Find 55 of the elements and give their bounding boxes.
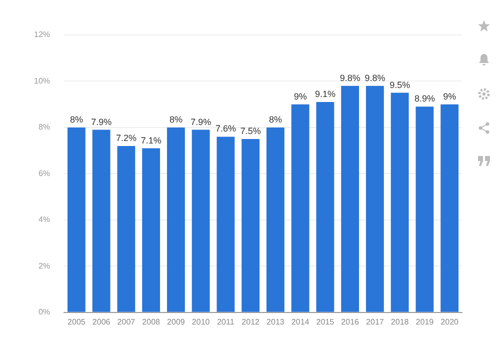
data-label: 7.6%: [215, 124, 236, 134]
x-tick-label: 2020: [440, 317, 460, 326]
bar: [416, 106, 434, 312]
x-tick-label: 2014: [291, 317, 310, 326]
data-label: 9%: [443, 91, 456, 102]
bar: [67, 127, 86, 312]
data-label: 8%: [70, 114, 83, 124]
bar: [142, 148, 160, 312]
bar: [216, 136, 235, 312]
bar: [341, 86, 360, 312]
data-label: 7.1%: [140, 135, 162, 146]
data-label: 7.2%: [116, 132, 136, 143]
data-label: 7.9%: [91, 116, 112, 127]
y-tick-label: 12%: [34, 30, 50, 40]
bar: [166, 127, 185, 312]
bar: [316, 102, 334, 312]
bar: [366, 86, 384, 312]
bar: [440, 104, 459, 312]
x-tick-label: 2007: [117, 317, 136, 326]
y-tick-label: 10%: [34, 76, 50, 86]
data-label: 9%: [294, 91, 307, 102]
x-tick-label: 2015: [316, 317, 335, 326]
data-label: 9.1%: [314, 89, 336, 100]
x-tick-label: 2010: [192, 317, 210, 326]
bar: [92, 130, 110, 312]
x-tick-label: 2017: [366, 317, 384, 326]
data-label: 9.8%: [364, 72, 386, 83]
bar: [117, 146, 136, 312]
data-label: 8%: [169, 114, 182, 124]
y-tick-label: 0%: [38, 308, 50, 317]
data-label: 9.8%: [340, 72, 360, 83]
bar: [266, 127, 284, 312]
data-label: 9.5%: [390, 80, 410, 90]
x-tick-label: 2016: [341, 317, 360, 326]
x-tick-label: 2008: [142, 317, 161, 326]
data-label: 8%: [268, 114, 282, 124]
y-tick-label: 8%: [38, 122, 50, 132]
x-tick-label: 2018: [390, 317, 410, 326]
data-label: 7.5%: [240, 126, 261, 136]
x-tick-label: 2009: [167, 317, 186, 326]
bar: [242, 139, 260, 312]
x-tick-label: 2006: [92, 317, 111, 326]
y-tick-label: 2%: [38, 261, 50, 270]
data-label: 7.9%: [190, 116, 212, 127]
bar: [192, 130, 210, 312]
y-tick-label: 4%: [38, 215, 50, 224]
x-tick-label: 2013: [266, 317, 285, 326]
x-tick-label: 2012: [242, 317, 260, 326]
x-tick-label: 2005: [68, 317, 86, 326]
data-label: 8.9%: [414, 94, 435, 104]
bar: [390, 92, 409, 312]
x-tick-label: 2019: [416, 317, 434, 326]
y-tick-label: 6%: [38, 168, 50, 178]
bar: [291, 104, 310, 312]
x-tick-label: 2011: [217, 317, 235, 326]
